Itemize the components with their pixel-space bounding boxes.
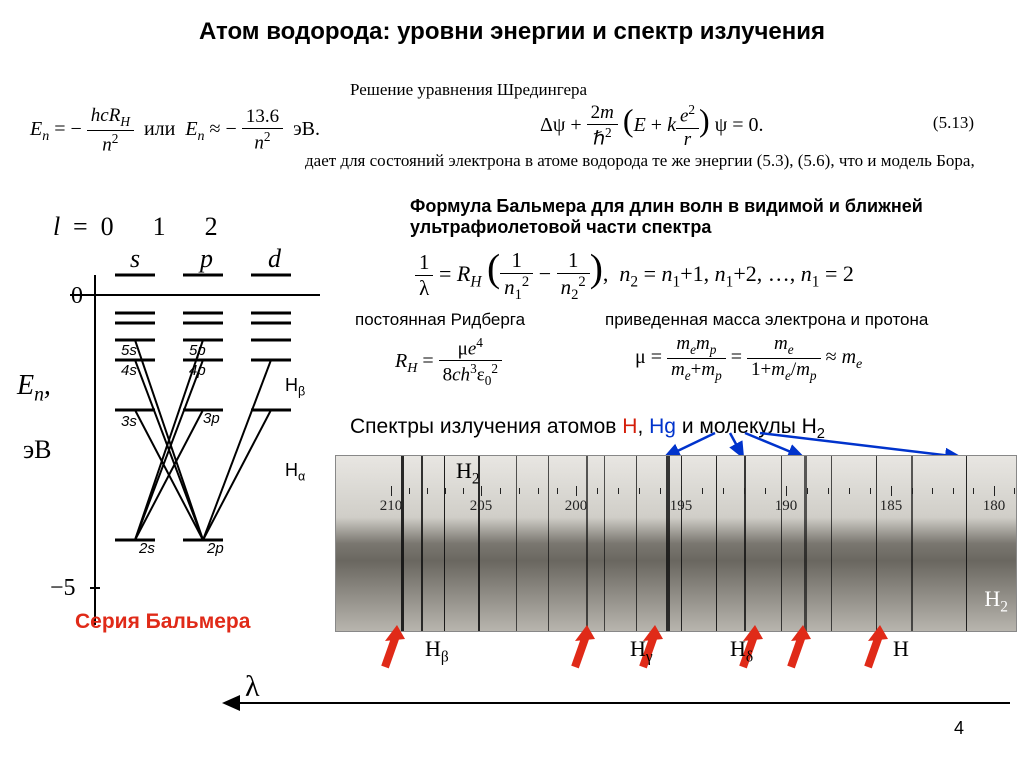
spectrum-bottom-labels: Hβ Hγ Hδ H — [335, 636, 1015, 666]
balmer-note: Формула Бальмера для длин волн в видимой… — [410, 196, 990, 238]
energy-formula: En = − hcRHn2 или En ≈ − 13.6n2 эВ. — [30, 105, 320, 156]
rydberg-label: постоянная Ридберга — [355, 310, 525, 330]
equation-number: (5.13) — [933, 113, 974, 133]
H-alpha-label: Hα — [285, 460, 305, 484]
page-number: 4 — [954, 718, 964, 739]
svg-text:d: d — [268, 244, 282, 273]
svg-text:−5: −5 — [50, 575, 76, 601]
page-title: Атом водорода: уровни энергии и спектр и… — [0, 0, 1024, 46]
energy-level-diagram: 0 −5 l = 0 1 2 s p d 5s 4s 3s 2s 5p 4p 3… — [35, 205, 325, 635]
svg-text:2s: 2s — [138, 540, 155, 557]
balmer-formula: 1λ = RH (1n12 − 1n22), n2 = n1+1, n1+2, … — [415, 245, 854, 304]
H2-top-label: H2 — [456, 458, 480, 488]
svg-text:= 0 1 2: = 0 1 2 — [73, 212, 218, 241]
svg-text:5s: 5s — [121, 342, 137, 359]
reduced-mass-equation: μ = mempme+mp = me1+me/mp ≈ me — [635, 333, 862, 384]
svg-text:s: s — [130, 244, 140, 273]
svg-text:l: l — [53, 212, 60, 241]
schrodinger-label: Решение уравнения Шредингера — [350, 80, 587, 100]
schrodinger-equation: Δψ + 2mℏ2 (E + ke2r) ψ = 0. — [540, 102, 764, 151]
lambda-axis — [240, 702, 1010, 704]
spectrum-strip: H2 H2 210205200195190185180 — [335, 455, 1017, 632]
svg-text:0: 0 — [71, 283, 83, 309]
H-beta-label: Hβ — [285, 375, 305, 399]
svg-text:2p: 2p — [206, 540, 224, 557]
svg-text:3s: 3s — [121, 413, 137, 430]
lambda-label: λ — [245, 670, 260, 704]
balmer-series-label: Серия Бальмера — [75, 610, 250, 634]
svg-text:3p: 3p — [203, 410, 220, 427]
schrodinger-note: дает для состояний электрона в атоме вод… — [305, 150, 1005, 172]
H2-right-label: H2 — [984, 586, 1008, 616]
y-axis-label: En, — [17, 370, 51, 407]
y-axis-unit: эВ — [23, 435, 52, 465]
svg-text:4s: 4s — [121, 362, 137, 379]
rydberg-equation: RH = μe48ch3ε02 — [395, 335, 502, 389]
svg-text:p: p — [198, 244, 213, 273]
reduced-mass-label: приведенная масса электрона и протона — [605, 310, 928, 330]
